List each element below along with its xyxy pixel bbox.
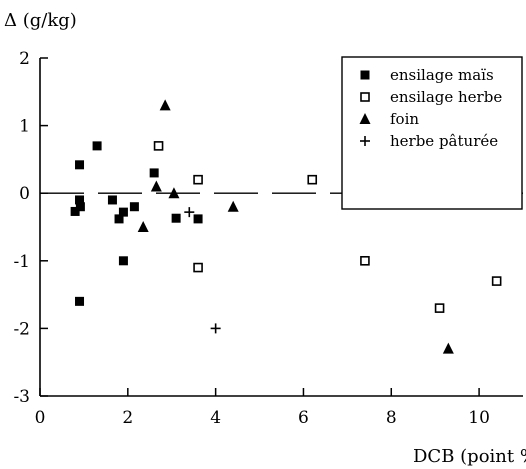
y-tick-label: -3 (13, 387, 30, 407)
legend-label: ensilage herbe (390, 88, 502, 106)
data-points (70, 99, 502, 354)
point-filled-square (193, 214, 203, 224)
legend-label: herbe pâturée (390, 132, 498, 150)
x-tick-label: 8 (386, 408, 397, 428)
point-open-square (193, 174, 203, 185)
x-tick-label: 2 (122, 408, 133, 428)
point-open-square (153, 141, 164, 151)
legend: ensilage maïs ensilage herbe foin herbe pât… (341, 56, 523, 210)
point-open-square (434, 303, 445, 313)
x-axis-title: DCB (point %) (413, 446, 526, 467)
point-filled-square (171, 213, 181, 223)
point-filled-square (75, 202, 85, 212)
point-plus (184, 207, 195, 218)
point-filled-square (118, 207, 128, 217)
legend-marker (360, 92, 370, 102)
point-filled-square (107, 195, 117, 205)
x-tick-label: 6 (298, 408, 309, 428)
x-tick-label: 4 (210, 408, 221, 428)
legend-label: foin (390, 110, 419, 128)
x-tick-label: 0 (35, 408, 46, 428)
point-triangle (227, 200, 239, 212)
point-triangle (159, 99, 171, 111)
point-filled-square (114, 214, 124, 224)
legend-marker (359, 113, 371, 124)
y-tick-label: -1 (13, 252, 30, 272)
x-tick-label: 10 (468, 408, 490, 428)
point-filled-square (70, 206, 80, 216)
y-tick-label: 0 (19, 184, 30, 204)
point-plus (210, 323, 221, 334)
x-axis: 0 2 4 6 8 10 (35, 388, 490, 428)
y-axis: 2 1 0 -1 -2 -3 (13, 49, 48, 407)
legend-marker (360, 70, 370, 80)
point-triangle (168, 187, 180, 199)
point-triangle (137, 221, 149, 232)
point-filled-square (75, 160, 85, 170)
point-filled-square (118, 256, 128, 266)
point-filled-square (149, 168, 159, 178)
point-open-square (193, 262, 203, 273)
legend-label: ensilage maïs (390, 66, 494, 84)
point-open-square (307, 174, 318, 185)
point-filled-square (92, 141, 102, 151)
point-triangle (442, 342, 454, 354)
point-filled-square (75, 296, 85, 306)
point-open-square (360, 255, 370, 266)
point-triangle (150, 180, 162, 192)
point-filled-square (129, 202, 139, 212)
point-open-square (491, 276, 502, 286)
plot-area (39, 58, 523, 397)
legend-marker (360, 136, 370, 146)
y-tick-label: 2 (19, 49, 30, 69)
point-filled-square (75, 195, 85, 205)
y-tick-label: -2 (13, 319, 30, 339)
y-tick-label: 1 (19, 117, 30, 137)
legend-box (341, 56, 523, 210)
y-axis-title: Δ (g/kg) (4, 10, 77, 31)
